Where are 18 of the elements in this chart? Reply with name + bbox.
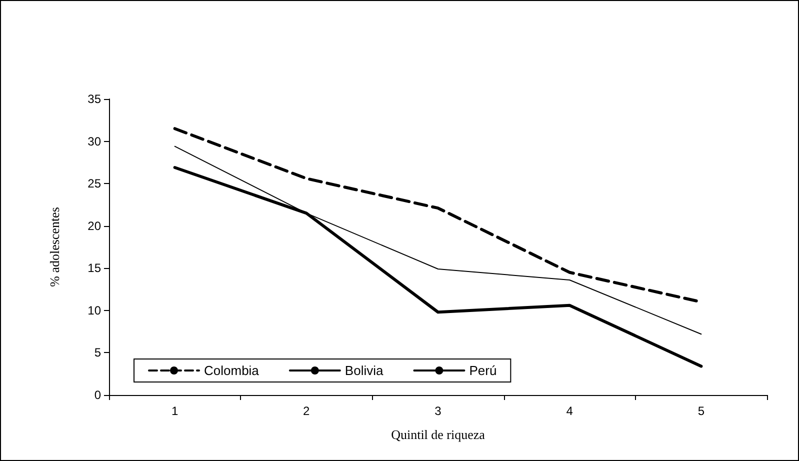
x-tick-label: 5 [698, 404, 705, 418]
x-tick-label: 1 [171, 404, 178, 418]
x-tick-label: 3 [434, 404, 442, 418]
y-tick-label: 10 [88, 303, 102, 318]
y-tick-label: 25 [88, 176, 102, 191]
legend-label: Perú [469, 363, 497, 378]
y-tick-label: 0 [94, 388, 102, 402]
y-tick-label: 20 [88, 218, 102, 233]
y-tick-label: 15 [88, 261, 102, 276]
legend-label: Colombia [204, 363, 260, 378]
y-tick-label: 30 [88, 134, 102, 148]
x-tick-label: 2 [303, 404, 310, 418]
y-tick-label: 5 [94, 346, 102, 360]
x-axis-title: Quintil de riqueza [391, 427, 486, 442]
x-tick-label: 4 [566, 404, 574, 418]
y-tick-label: 35 [88, 92, 102, 106]
y-axis-title: % adolescentes [47, 207, 62, 287]
legend-label: Bolivia [344, 363, 384, 378]
